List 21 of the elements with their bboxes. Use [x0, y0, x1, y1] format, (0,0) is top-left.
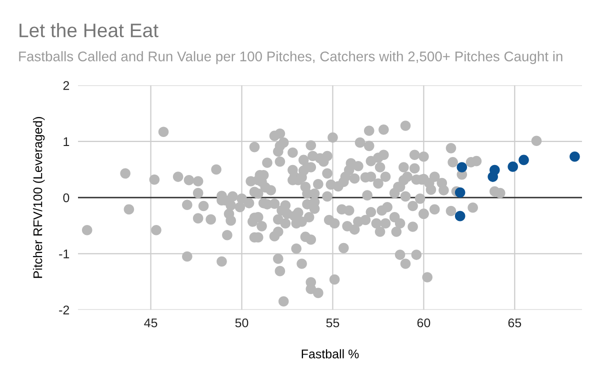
x-tick-label: 60: [417, 318, 430, 328]
y-tick-label: -1: [59, 250, 70, 258]
x-tick-label: 50: [235, 318, 248, 328]
point: [456, 162, 468, 172]
y-axis-title: Pitcher RFV/100 (Leveraged): [33, 117, 45, 278]
chart-title: Let the Heat Eat: [20, 23, 158, 38]
x-tick-label: 65: [508, 318, 522, 328]
x-axis-title: Fastball %: [302, 349, 359, 358]
x-tick-label: 55: [326, 318, 340, 328]
point: [454, 187, 466, 198]
y-tick-label: 1: [64, 137, 70, 146]
y-tick-label: 0: [63, 193, 70, 202]
y-tick-label: 2: [63, 81, 70, 90]
point: [454, 210, 466, 222]
point: [490, 164, 500, 176]
point: [570, 151, 580, 162]
y-tick-label: -2: [59, 306, 70, 314]
chart-subtitle: Fastballs Called and Run Value per 100 Pitches, Catchers with 2,500+ Pitches Caught in: [19, 51, 562, 64]
point: [508, 162, 518, 172]
x-tick-label: 45: [144, 318, 158, 328]
point: [518, 154, 529, 166]
